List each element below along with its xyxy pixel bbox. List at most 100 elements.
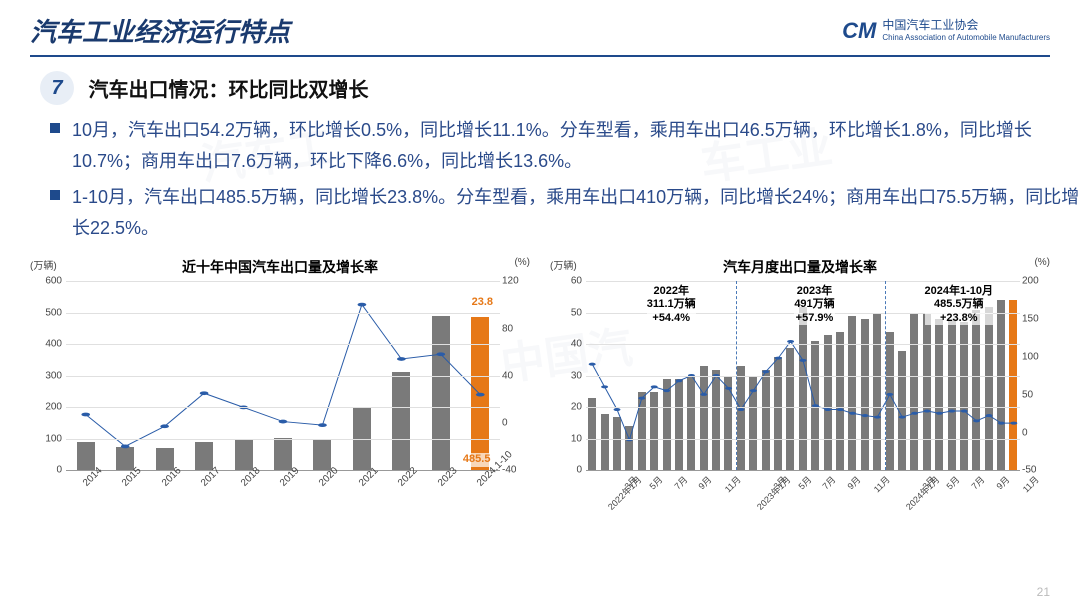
org-logo: CM 中国汽车工业协会 China Association of Automob… (842, 18, 1050, 44)
bar (836, 332, 844, 471)
x-label: 2021 (357, 474, 372, 489)
x-axis: 2022年1月3月5月7月9月11月2023年1月3月5月7月9月11月2024… (586, 473, 1020, 503)
bar (613, 417, 621, 471)
period-divider (736, 281, 737, 470)
bar (848, 316, 856, 470)
y-right-unit: (%) (514, 257, 530, 268)
y-tick-right: 120 (502, 276, 528, 287)
x-label: 2019 (278, 474, 293, 489)
x-label: 11月 (722, 473, 744, 495)
x-label: 5月 (943, 473, 962, 492)
x-label: 2017 (199, 474, 214, 489)
y-tick-left: 0 (34, 465, 62, 476)
bar (274, 438, 292, 470)
bar (886, 332, 894, 471)
bar (313, 439, 331, 471)
bar (972, 310, 980, 471)
y-tick-right: 50 (1022, 389, 1048, 400)
bar (824, 335, 832, 470)
y-tick-right: 0 (1022, 427, 1048, 438)
bar (392, 372, 410, 470)
y-tick-right: -50 (1022, 465, 1048, 476)
logo-mark: CM (842, 18, 876, 44)
bar (650, 392, 658, 471)
x-label: 2016 (160, 474, 175, 489)
bar (762, 370, 770, 471)
bar (898, 351, 906, 471)
bar (156, 448, 174, 470)
x-label: 2014 (81, 474, 96, 489)
bullet-item: 1-10月，汽车出口485.5万辆，同比增长23.8%。分车型看，乘用车出口41… (50, 182, 1080, 243)
bar (687, 376, 695, 471)
bar (935, 319, 943, 470)
x-label: 7月 (968, 473, 987, 492)
y-tick-right: 150 (1022, 314, 1048, 325)
x-label: 2015 (120, 474, 135, 489)
org-sub: China Association of Automobile Manufact… (882, 33, 1050, 42)
y-tick-left: 10 (554, 433, 582, 444)
chart-title: 汽车月度出口量及增长率 (550, 257, 1050, 277)
period-annotation: 2023年491万辆+57.9% (794, 285, 834, 325)
chart-monthly: (万辆) (%) 汽车月度出口量及增长率 0102030405060-50050… (550, 257, 1050, 503)
bar (638, 392, 646, 471)
bullet-list: 10月，汽车出口54.2万辆，环比增长0.5%，同比增长11.1%。分车型看，乘… (0, 105, 1080, 243)
y-tick-left: 0 (554, 465, 582, 476)
section-title: 汽车出口情况：环比同比双增长 (88, 80, 368, 102)
x-label: 2020 (317, 474, 332, 489)
bar (749, 376, 757, 471)
bullet-square-icon (50, 190, 60, 200)
x-label: 11月 (870, 473, 892, 495)
y-tick-right: -40 (502, 465, 528, 476)
bar (712, 370, 720, 471)
bar (910, 313, 918, 471)
x-label: 11月 (1019, 473, 1041, 495)
bar (700, 366, 708, 470)
bar (948, 319, 956, 470)
x-label: 5月 (795, 473, 814, 492)
plot-area: 0100200300400500600-400408012023.8485.5 (66, 281, 500, 471)
bar (786, 348, 794, 471)
y-tick-left: 30 (554, 370, 582, 381)
bar (1009, 300, 1017, 470)
bar (799, 307, 807, 471)
y-right-unit: (%) (1034, 257, 1050, 268)
plot-area: 0102030405060-500501001502002022年311.1万辆… (586, 281, 1020, 471)
bar (873, 313, 881, 471)
bar (774, 357, 782, 470)
x-label: 2024.1-10 (475, 474, 490, 489)
bar (663, 379, 671, 470)
section-header: 7 汽车出口情况：环比同比双增长 (0, 57, 1080, 105)
bar (675, 379, 683, 470)
chart-title: 近十年中国汽车出口量及增长率 (30, 257, 530, 277)
period-annotation: 2022年311.1万辆+54.4% (647, 285, 696, 325)
y-tick-right: 100 (1022, 351, 1048, 362)
bar (861, 319, 869, 470)
bar (811, 341, 819, 470)
bar (471, 317, 489, 470)
header: 汽车工业经济运行特点 CM 中国汽车工业协会 China Association… (0, 0, 1080, 49)
x-label: 9月 (993, 473, 1012, 492)
y-tick-left: 50 (554, 307, 582, 318)
x-label: 2022 (396, 474, 411, 489)
bar (923, 313, 931, 471)
bar (997, 300, 1005, 470)
x-label: 9月 (695, 473, 714, 492)
page-number: 21 (1037, 585, 1050, 599)
charts-row: (万辆) (%) 近十年中国汽车出口量及增长率 0100200300400500… (0, 249, 1080, 503)
y-tick-right: 80 (502, 323, 528, 334)
y-tick-left: 100 (34, 433, 62, 444)
y-tick-left: 60 (554, 276, 582, 287)
bullet-item: 10月，汽车出口54.2万辆，环比增长0.5%，同比增长11.1%。分车型看，乘… (50, 115, 1080, 176)
x-label: 9月 (844, 473, 863, 492)
bar (737, 366, 745, 470)
y-tick-left: 20 (554, 402, 582, 413)
bar (724, 376, 732, 471)
bar (235, 439, 253, 471)
bar (588, 398, 596, 470)
bar (432, 316, 450, 471)
y-tick-left: 500 (34, 307, 62, 318)
y-tick-left: 40 (554, 339, 582, 350)
bar (77, 442, 95, 471)
x-axis: 2014201520162017201820192020202120222023… (66, 473, 500, 484)
bullet-text: 1-10月，汽车出口485.5万辆，同比增长23.8%。分车型看，乘用车出口41… (72, 182, 1080, 243)
